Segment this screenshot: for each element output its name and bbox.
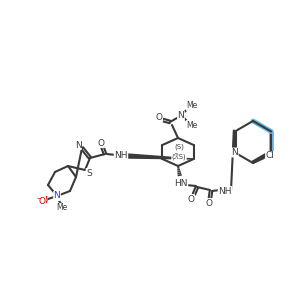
Text: O: O — [98, 139, 104, 148]
Polygon shape — [127, 154, 194, 159]
Text: Me: Me — [56, 203, 68, 212]
Text: ⁺: ⁺ — [57, 194, 59, 199]
Text: O̅: O̅ — [39, 196, 47, 206]
Text: Me: Me — [186, 121, 198, 130]
Text: −: − — [37, 196, 41, 200]
Text: (S): (S) — [174, 144, 184, 150]
Text: HN: HN — [174, 179, 188, 188]
Text: (ℛS): (ℛS) — [172, 153, 186, 161]
Text: N: N — [178, 112, 184, 121]
Text: NH: NH — [114, 152, 128, 160]
Text: N: N — [75, 140, 81, 149]
Text: O: O — [38, 196, 46, 206]
Text: S: S — [86, 169, 92, 178]
Text: O: O — [188, 194, 194, 203]
Text: Cl: Cl — [266, 152, 274, 160]
Text: O: O — [206, 199, 212, 208]
Text: O: O — [155, 112, 163, 122]
Text: N: N — [54, 191, 60, 200]
Text: NH: NH — [218, 187, 232, 196]
Text: N: N — [231, 148, 238, 157]
Text: Me: Me — [186, 101, 198, 110]
